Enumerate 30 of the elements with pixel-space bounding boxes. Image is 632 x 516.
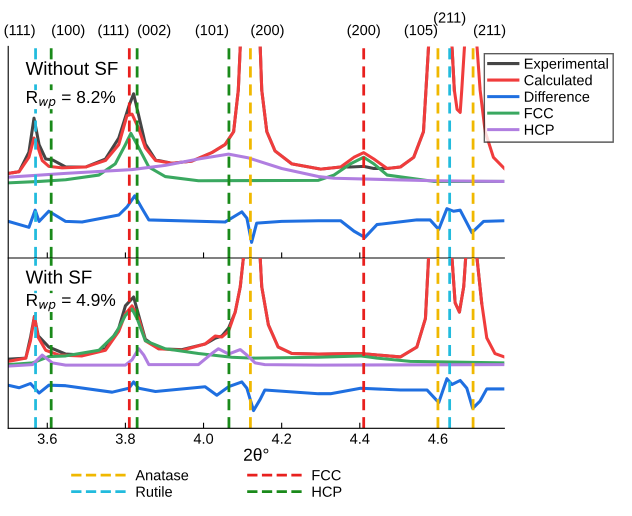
annotation: R$_{wp}$ = 8.2% xyxy=(27,90,116,108)
legend-label: FCC xyxy=(312,470,341,480)
annotation: (002) xyxy=(138,24,170,38)
x-tick-label: 4.2 xyxy=(272,434,292,444)
legend-label: Difference xyxy=(524,91,590,102)
x-tick-label: 4.0 xyxy=(194,434,214,444)
annotation: (211) xyxy=(474,24,506,38)
annotation: (111) xyxy=(4,24,35,38)
annotation: (111) xyxy=(98,24,128,38)
annotation: (211) xyxy=(434,12,466,26)
annotation: With SF xyxy=(26,270,92,284)
x-tick-label: 4.6 xyxy=(428,434,448,444)
legend-label: FCC xyxy=(524,108,554,118)
legend-label: Calculated xyxy=(524,74,592,86)
legend-label: Rutile xyxy=(136,486,172,497)
annotation: (100) xyxy=(52,24,84,38)
annotation: Without SF xyxy=(26,61,118,76)
x-tick-label: 3.6 xyxy=(38,434,57,444)
annotation: (105) xyxy=(404,24,438,38)
annotation: R$_{wp}$ = 4.9% xyxy=(27,294,116,312)
legend-label: Anatase xyxy=(135,470,188,480)
x-axis-title: 2θ° xyxy=(244,448,268,461)
legend-label: Experimental xyxy=(524,58,608,72)
annotation: (200) xyxy=(251,24,284,38)
legend-label: HCP xyxy=(312,486,342,497)
annotation: (200) xyxy=(348,24,380,38)
x-tick-label: 3.8 xyxy=(116,434,135,444)
x-tick-label: 4.4 xyxy=(350,434,370,444)
legend-label: HCP xyxy=(524,124,554,135)
annotation: (101) xyxy=(196,24,228,38)
